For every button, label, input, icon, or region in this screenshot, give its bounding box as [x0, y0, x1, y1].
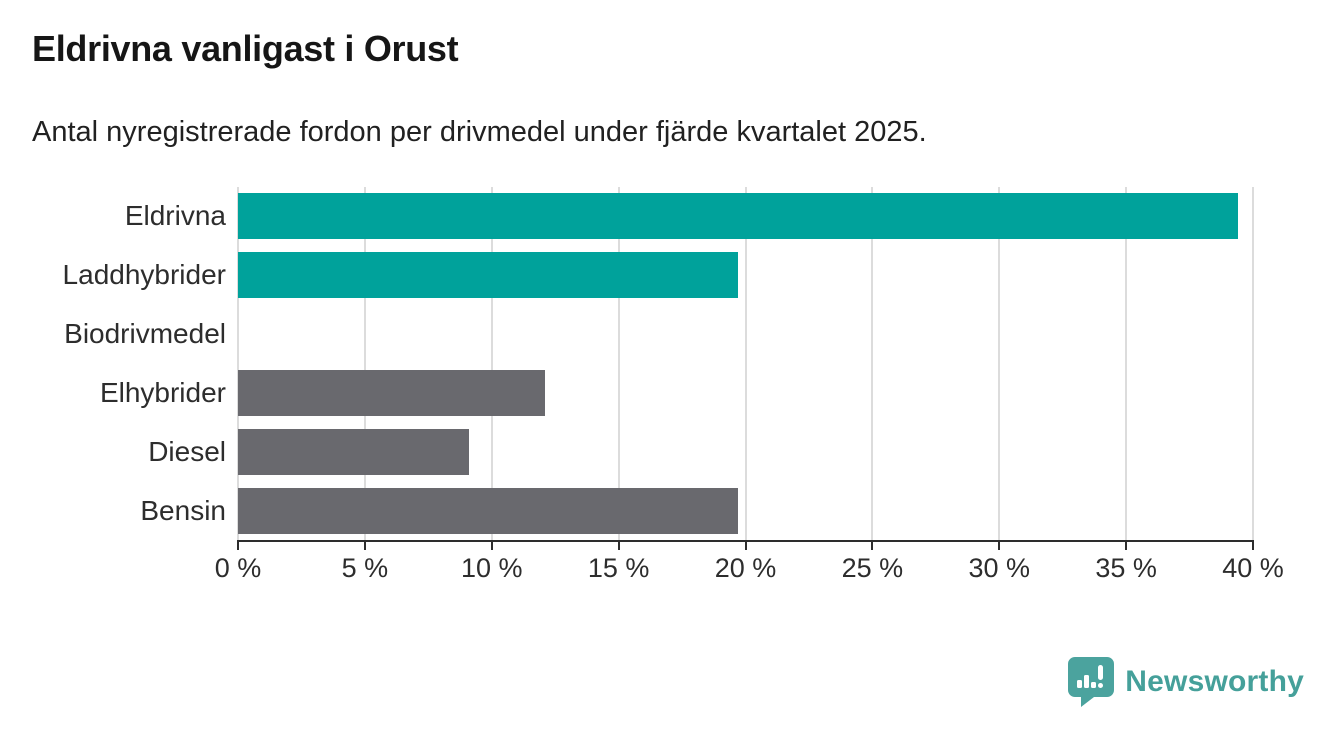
x-tick-mark — [871, 540, 874, 550]
x-tick-label: 10 % — [460, 553, 523, 583]
x-tick-label: 0 % — [214, 553, 262, 583]
gridline — [871, 187, 874, 540]
x-tick-mark — [490, 540, 493, 550]
x-tick-mark — [1125, 540, 1128, 550]
x-tick-label: 20 % — [714, 553, 777, 583]
x-tick-mark — [617, 540, 620, 550]
x-tick-label: 25 % — [841, 553, 904, 583]
x-tick-label: 15 % — [587, 553, 650, 583]
bar — [238, 193, 1238, 240]
x-tick-label: 35 % — [1095, 553, 1157, 583]
x-tick-mark — [1252, 540, 1254, 550]
category-label: Laddhybrider — [62, 259, 226, 291]
newsworthy-icon — [1068, 657, 1115, 707]
category-label: Elhybrider — [99, 376, 226, 408]
newsworthy-wordmark: Newsworthy — [1125, 665, 1304, 698]
x-tick-label: 30 % — [968, 553, 1031, 583]
x-tick-mark — [744, 540, 747, 550]
gridline — [237, 187, 239, 540]
x-tick-mark — [363, 540, 366, 550]
bar — [238, 369, 546, 416]
gridline — [363, 187, 366, 540]
category-label: Eldrivna — [124, 200, 226, 232]
gridline — [1125, 187, 1128, 540]
chart-subtitle: Antal nyregistrerade fordon per drivmede… — [32, 116, 927, 148]
category-label: Bensin — [140, 494, 226, 526]
category-label: Diesel — [148, 435, 226, 467]
gridline — [744, 187, 747, 540]
bar — [238, 252, 738, 299]
x-tick-mark — [998, 540, 1001, 550]
x-tick-label: 40 % — [1222, 553, 1284, 583]
category-label: Biodrivmedel — [64, 318, 226, 350]
newsworthy-logo: Newsworthy — [1068, 657, 1304, 707]
bar — [238, 487, 738, 534]
x-tick-mark — [237, 540, 239, 550]
gridline — [490, 187, 493, 540]
gridline — [1252, 187, 1254, 540]
bar — [238, 428, 469, 475]
gridline — [998, 187, 1001, 540]
x-tick-label: 5 % — [341, 553, 389, 583]
gridline — [617, 187, 620, 540]
chart-title: Eldrivna vanligast i Orust — [32, 28, 459, 69]
